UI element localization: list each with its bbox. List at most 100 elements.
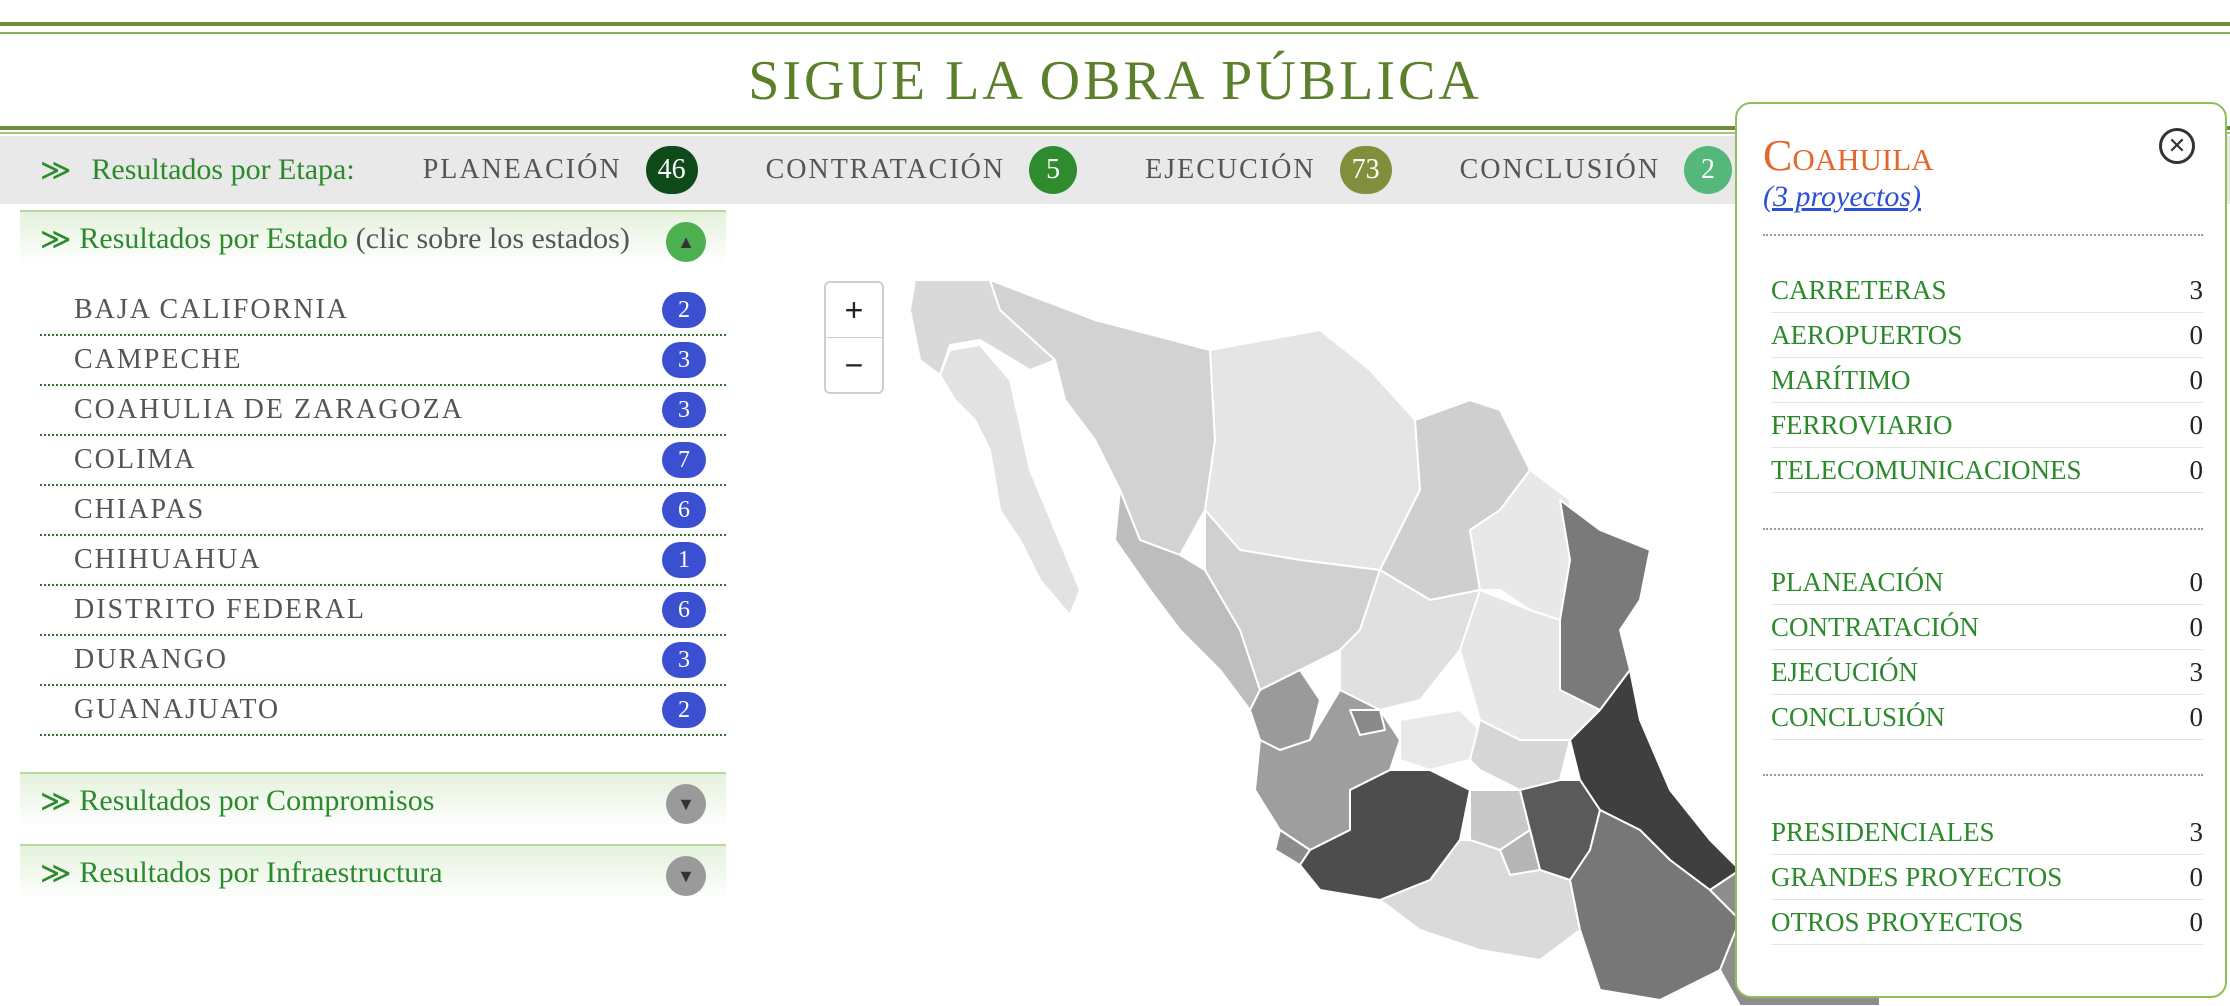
popup-row: Aeropuertos 0	[1771, 313, 2203, 358]
popup-row-label: Carreteras	[1771, 274, 1947, 305]
popup-row-value: 0	[2189, 906, 2204, 937]
state-item-durango[interactable]: Durango 3	[40, 636, 726, 686]
double-chevron-icon: ≫	[40, 222, 72, 256]
popup-type-group: Presidenciales 3 Grandes Proyectos 0 Otr…	[1763, 774, 2203, 945]
double-chevron-icon: ≫	[40, 784, 72, 818]
results-by-state-header[interactable]: ≫ Resultados por Estado (clic sobre los …	[20, 210, 726, 266]
map-state-tamaulipas[interactable]	[1559, 499, 1651, 711]
popup-state-title: Coahuila	[1763, 131, 1934, 180]
collapse-up-icon[interactable]: ▲	[666, 222, 706, 262]
popup-row-value: 3	[2189, 274, 2204, 305]
state-name: Chiapas	[74, 494, 206, 525]
state-item-chiapas[interactable]: Chiapas 6	[40, 486, 726, 536]
popup-row-value: 3	[2189, 656, 2204, 687]
stage-filter-ejecucion[interactable]: Ejecución 73	[1145, 146, 1392, 194]
popup-row-label: Presidenciales	[1771, 816, 1995, 847]
popup-row: Grandes Proyectos 0	[1771, 855, 2203, 900]
map-state-zacatecas[interactable]	[1339, 569, 1481, 711]
state-info-popup: Coahuila ✕ (3 proyectos) Carreteras 3 Ae…	[1735, 102, 2227, 998]
map-state-baja-california-sur[interactable]	[939, 344, 1081, 616]
map-zoom-control: + −	[824, 281, 884, 394]
map-state-guanajuato[interactable]	[1399, 709, 1481, 771]
popup-row-label: Ferroviario	[1771, 409, 1953, 440]
state-name: Baja California	[74, 294, 350, 325]
popup-row: Conclusión 0	[1771, 695, 2203, 740]
popup-stage-group: Planeación 0 Contratación 0 Ejecución 3 …	[1763, 528, 2203, 740]
popup-row: Ejecución 3	[1771, 650, 2203, 695]
popup-row-label: Aeropuertos	[1771, 319, 1963, 350]
popup-row-value: 3	[2189, 816, 2204, 847]
state-name: Colima	[74, 444, 197, 475]
popup-sector-group: Carreteras 3 Aeropuertos 0 Marítimo 0 Fe…	[1763, 234, 2203, 493]
state-count-badge: 3	[662, 392, 706, 428]
map-state-guerrero[interactable]	[1379, 839, 1581, 961]
map-state-michoacan[interactable]	[1299, 769, 1471, 901]
popup-row-label: Marítimo	[1771, 364, 1911, 395]
popup-row-label: Contratación	[1771, 611, 1979, 642]
results-by-state-hint: (clic sobre los estados)	[355, 222, 630, 255]
state-count-badge: 2	[662, 292, 706, 328]
popup-row-value: 0	[2189, 701, 2204, 732]
popup-projects-link[interactable]: (3 proyectos)	[1763, 180, 1921, 213]
page-title: Sigue la Obra Pública	[748, 50, 1482, 112]
state-item-distrito-federal[interactable]: Distrito Federal 6	[40, 586, 726, 636]
zoom-in-button[interactable]: +	[844, 291, 864, 328]
popup-row: Contratación 0	[1771, 605, 2203, 650]
popup-row: Ferroviario 0	[1771, 403, 2203, 448]
popup-row-value: 0	[2189, 566, 2204, 597]
popup-row-value: 0	[2189, 409, 2204, 440]
state-count-badge: 2	[662, 692, 706, 728]
popup-row: Carreteras 3	[1771, 268, 2203, 313]
popup-row-value: 0	[2189, 861, 2204, 892]
zoom-out-button[interactable]: −	[826, 337, 882, 392]
results-by-state-section: ≫ Resultados por Estado (clic sobre los …	[20, 210, 726, 846]
popup-row-label: Ejecución	[1771, 656, 1918, 687]
state-item-coahuila[interactable]: Coahulia de Zaragoza 3	[40, 386, 726, 436]
stage-count-badge: 73	[1339, 146, 1392, 194]
state-count-badge: 3	[662, 642, 706, 678]
results-by-infrastructure-header[interactable]: ≫ Resultados por Infraestructura ▼	[20, 844, 726, 900]
stage-filter-contratacion[interactable]: Contratación 5	[766, 146, 1078, 194]
popup-row-label: Grandes Proyectos	[1771, 861, 2063, 892]
stage-count-badge: 5	[1029, 146, 1078, 194]
mexico-map[interactable]	[880, 270, 1880, 1006]
stage-label: Ejecución	[1145, 154, 1316, 185]
state-item-colima[interactable]: Colima 7	[40, 436, 726, 486]
stage-label: Contratación	[765, 154, 1006, 185]
state-count-badge: 6	[662, 492, 706, 528]
popup-row-value: 0	[2189, 364, 2204, 395]
state-count-badge: 3	[662, 342, 706, 378]
stage-filter-conclusion[interactable]: Conclusión 2	[1459, 146, 1733, 194]
map-state-aguascalientes[interactable]	[1349, 709, 1386, 736]
stage-count-badge: 46	[645, 146, 698, 194]
results-by-infrastructure-title: Resultados por Infraestructura	[79, 856, 443, 889]
results-by-infrastructure-section: ≫ Resultados por Infraestructura ▼	[20, 844, 726, 900]
stage-label: Conclusión	[1459, 154, 1661, 185]
state-item-campeche[interactable]: Campeche 3	[40, 336, 726, 386]
expand-down-icon[interactable]: ▼	[666, 856, 706, 896]
state-count-badge: 7	[662, 442, 706, 478]
popup-row: Otros Proyectos 0	[1771, 900, 2203, 945]
state-name: Campeche	[74, 344, 243, 375]
state-count-badge: 1	[662, 542, 706, 578]
top-rule	[0, 22, 2230, 26]
double-chevron-icon: ≫	[40, 856, 72, 890]
map-state-chihuahua[interactable]	[1204, 329, 1421, 571]
state-name: Guanajuato	[74, 694, 281, 725]
state-item-chihuahua[interactable]: Chihuahua 1	[40, 536, 726, 586]
close-icon[interactable]: ✕	[2159, 128, 2195, 164]
popup-row-label: Planeación	[1771, 566, 1944, 597]
state-name: Chihuahua	[74, 544, 262, 575]
popup-row: Presidenciales 3	[1771, 810, 2203, 855]
popup-row: Telecomunicaciones 0	[1771, 448, 2203, 493]
state-item-baja-california[interactable]: Baja California 2	[40, 286, 726, 336]
stage-filter-planeacion[interactable]: Planeación 46	[423, 146, 698, 194]
popup-row-label: Conclusión	[1771, 701, 1946, 732]
header-rule	[0, 126, 2230, 130]
state-list[interactable]: Baja California 2 Campeche 3 Coahulia de…	[20, 266, 726, 846]
expand-down-icon[interactable]: ▼	[666, 784, 706, 824]
results-by-commitments-header[interactable]: ≫ Resultados por Compromisos ▼	[20, 772, 726, 828]
stage-count-badge: 2	[1684, 146, 1733, 194]
top-rule-thin	[0, 32, 2230, 34]
state-item-guanajuato[interactable]: Guanajuato 2	[40, 686, 726, 736]
